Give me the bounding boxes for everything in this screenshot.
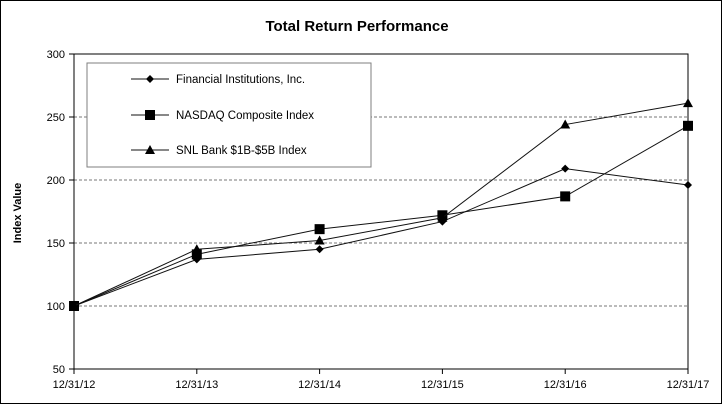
triangle-marker: [560, 119, 571, 129]
series-triangle: [69, 98, 693, 310]
x-tick-label: 12/31/15: [421, 379, 464, 391]
series-line: [73, 168, 689, 307]
y-tick-label: 150: [47, 238, 65, 250]
triangle-marker: [683, 98, 693, 108]
y-tick-label: 200: [47, 175, 65, 187]
y-tick-label: 300: [47, 49, 65, 61]
diamond-marker: [684, 181, 692, 190]
diamond-marker: [315, 245, 324, 254]
series-line: [73, 102, 689, 307]
x-tick-label: 12/31/14: [298, 379, 341, 391]
x-tick-label: 12/31/17: [667, 379, 710, 391]
square-marker: [683, 120, 693, 131]
legend-label: NASDAQ Composite Index: [176, 110, 314, 122]
chart-title: Total Return Performance: [265, 18, 448, 35]
legend-triangle-marker: [145, 145, 155, 154]
legend-diamond-marker: [146, 75, 154, 83]
legend: Financial Institutions, Inc. NASDAQ Compo…: [86, 62, 372, 168]
y-tick-label: 50: [53, 364, 65, 376]
x-tick-label: 12/31/13: [175, 379, 218, 391]
triangle-marker: [314, 235, 325, 245]
square-marker: [314, 224, 325, 235]
y-axis-label: Index Value: [12, 183, 24, 244]
legend-square-marker: [145, 110, 155, 120]
y-tick-label: 250: [47, 112, 65, 124]
series-diamond: [70, 164, 692, 310]
square-marker: [560, 191, 571, 202]
diamond-marker: [561, 164, 570, 173]
y-tick-label: 100: [47, 301, 65, 313]
plot-area: [73, 53, 689, 370]
y-axis: 50 100 150 200 250 300: [47, 49, 74, 376]
x-tick-label: 12/31/12: [53, 379, 96, 391]
square-marker: [191, 249, 202, 260]
triangle-marker: [191, 244, 202, 254]
x-axis: 12/31/12 12/31/13 12/31/14 12/31/15 12/31/16…: [53, 369, 710, 391]
triangle-marker: [69, 301, 79, 310]
series-layer: [69, 98, 693, 311]
triangle-marker: [437, 212, 448, 222]
x-tick-label: 12/31/16: [544, 379, 587, 391]
series-line: [73, 125, 689, 307]
legend-label: Financial Institutions, Inc.: [176, 74, 305, 86]
legend-label: SNL Bank $1B-$5B Index: [176, 145, 307, 157]
